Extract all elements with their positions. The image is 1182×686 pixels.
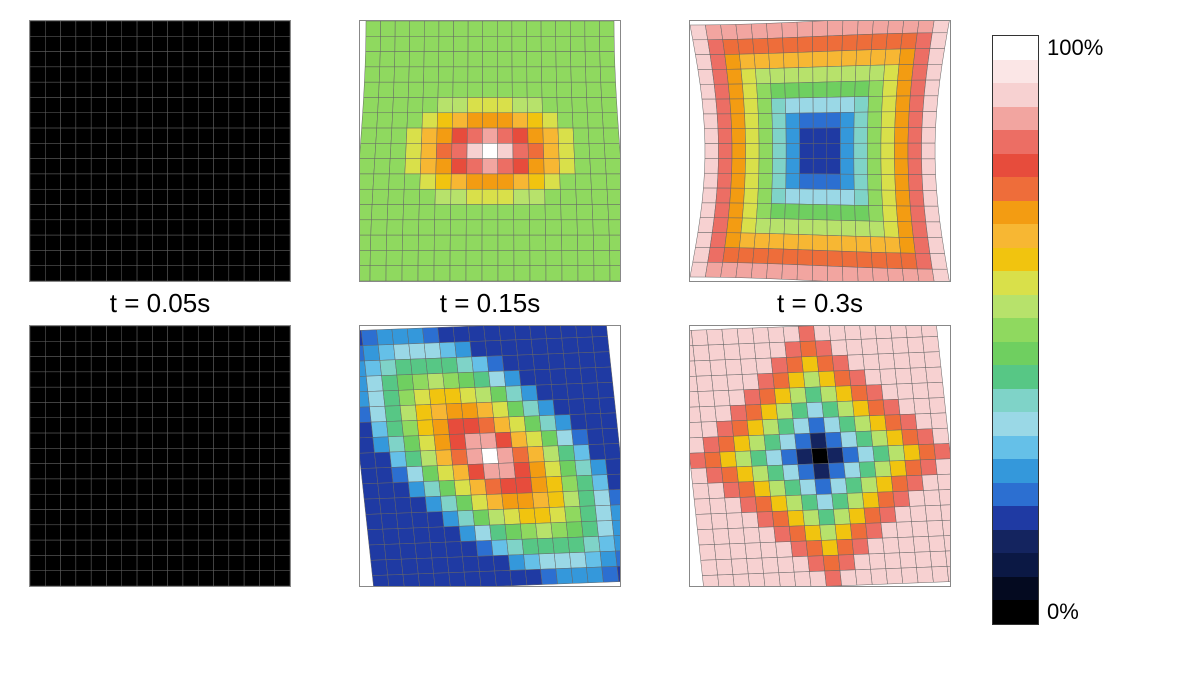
label-t1: t = 0.05s — [20, 288, 300, 319]
panel-r1c3-wrap — [680, 20, 960, 282]
colorbar-segment — [993, 83, 1038, 107]
colorbar-segment — [993, 506, 1038, 530]
panel-r1c2 — [359, 20, 621, 282]
colorbar-segment — [993, 553, 1038, 577]
colorbar-segment — [993, 436, 1038, 460]
colorbar-segment — [993, 248, 1038, 272]
colorbar-segment — [993, 177, 1038, 201]
panel-r2c3-wrap — [680, 325, 960, 587]
panel-r1c1-wrap — [20, 20, 300, 282]
colorbar-labels: 100% 0% — [1047, 35, 1103, 625]
panel-r1c1 — [29, 20, 291, 282]
colorbar-segment — [993, 271, 1038, 295]
colorbar-segment — [993, 107, 1038, 131]
colorbar-segment — [993, 342, 1038, 366]
panel-grid: t = 0.05s t = 0.15s t = 0.3s — [20, 20, 960, 587]
row-bottom — [20, 325, 960, 587]
colorbar-segment — [993, 365, 1038, 389]
colorbar-segment — [993, 295, 1038, 319]
panel-r2c1-wrap — [20, 325, 300, 587]
row-top — [20, 20, 960, 282]
label-t2: t = 0.15s — [350, 288, 630, 319]
colorbar-segment — [993, 130, 1038, 154]
panel-r2c3 — [689, 325, 951, 587]
colorbar-segment — [993, 483, 1038, 507]
colorbar-min: 0% — [1047, 599, 1103, 625]
timestep-labels: t = 0.05s t = 0.15s t = 0.3s — [20, 288, 960, 319]
colorbar-segment — [993, 318, 1038, 342]
colorbar-container: 100% 0% — [992, 35, 1103, 625]
panel-r2c2 — [359, 325, 621, 587]
colorbar-segment — [993, 530, 1038, 554]
colorbar-segment — [993, 600, 1038, 624]
colorbar-segment — [993, 412, 1038, 436]
colorbar-segment — [993, 459, 1038, 483]
colorbar-segment — [993, 154, 1038, 178]
panel-r1c3 — [689, 20, 951, 282]
label-t3: t = 0.3s — [680, 288, 960, 319]
panel-r1c2-wrap — [350, 20, 630, 282]
colorbar-segment — [993, 224, 1038, 248]
colorbar-segment — [993, 60, 1038, 84]
colorbar-max: 100% — [1047, 35, 1103, 61]
colorbar-segment — [993, 577, 1038, 601]
colorbar-segment — [993, 36, 1038, 60]
panel-r2c2-wrap — [350, 325, 630, 587]
panel-r2c1 — [29, 325, 291, 587]
simulation-figure: t = 0.05s t = 0.15s t = 0.3s 100% 0% — [20, 20, 1162, 625]
colorbar-segment — [993, 389, 1038, 413]
colorbar-segment — [993, 201, 1038, 225]
colorbar — [992, 35, 1039, 625]
